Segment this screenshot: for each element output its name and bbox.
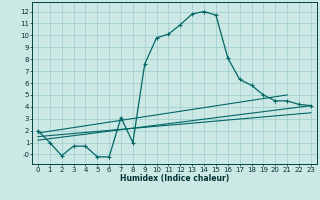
X-axis label: Humidex (Indice chaleur): Humidex (Indice chaleur): [120, 174, 229, 183]
